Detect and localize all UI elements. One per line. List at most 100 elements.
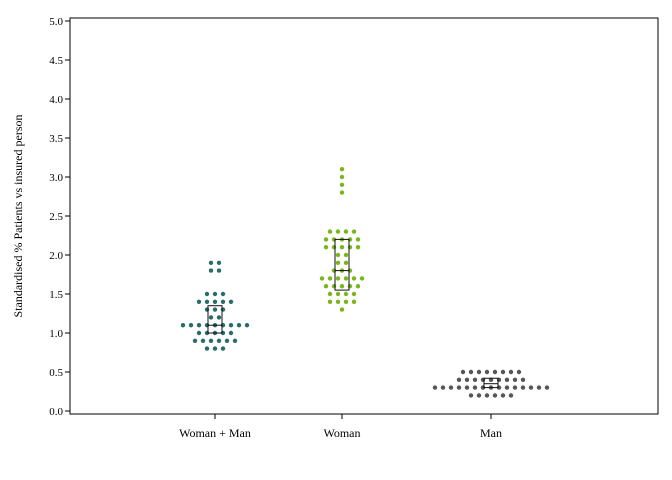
- data-point: [536, 385, 542, 390]
- data-point: [323, 284, 329, 289]
- data-point: [220, 346, 226, 351]
- data-point: [192, 338, 198, 343]
- data-point: [236, 323, 242, 328]
- data-point: [347, 284, 353, 289]
- y-tick-label: 0.0: [49, 406, 63, 418]
- data-point: [212, 346, 218, 351]
- data-point: [339, 182, 345, 187]
- data-point: [224, 338, 230, 343]
- data-point: [212, 291, 218, 297]
- data-point: [472, 377, 478, 382]
- data-point: [196, 299, 202, 304]
- data-point: [460, 369, 466, 375]
- data-point: [208, 338, 214, 343]
- data-point: [323, 245, 329, 250]
- data-point: [220, 291, 226, 297]
- data-point: [448, 385, 454, 390]
- data-point: [468, 369, 474, 375]
- data-point: [456, 385, 462, 390]
- y-tick-label: 3.5: [49, 133, 63, 145]
- y-tick-label: 5.0: [49, 16, 63, 28]
- y-tick-label: 3.0: [49, 172, 63, 184]
- data-point: [216, 260, 222, 265]
- data-point: [323, 237, 329, 242]
- data-point: [228, 299, 234, 304]
- data-point: [464, 377, 470, 382]
- data-point: [347, 245, 353, 250]
- data-point: [351, 276, 357, 281]
- y-tick-label: 2.5: [49, 211, 63, 223]
- y-tick-label: 0.5: [49, 367, 63, 379]
- data-point: [351, 291, 357, 297]
- data-point: [343, 291, 349, 297]
- data-point: [196, 323, 202, 328]
- data-point: [204, 307, 210, 312]
- data-point: [343, 299, 349, 304]
- data-point: [327, 229, 333, 234]
- data-point: [204, 299, 210, 304]
- y-tick-label: 4.5: [49, 55, 63, 67]
- data-point: [228, 323, 234, 328]
- data-point: [228, 330, 234, 336]
- data-point: [351, 299, 357, 304]
- data-point: [212, 307, 218, 312]
- x-category-label: Man: [480, 426, 502, 440]
- data-point: [343, 252, 349, 258]
- data-point: [432, 385, 438, 390]
- data-point: [512, 385, 518, 390]
- data-point: [500, 393, 506, 398]
- data-point: [335, 229, 341, 234]
- data-point: [232, 338, 238, 343]
- data-point: [208, 260, 214, 265]
- data-point: [476, 369, 482, 375]
- x-category-label: Woman + Man: [179, 426, 251, 440]
- data-point: [504, 385, 510, 390]
- box-plot: [483, 377, 499, 389]
- data-point: [208, 268, 214, 273]
- data-point: [188, 323, 194, 328]
- y-tick-label: 4.0: [49, 94, 63, 106]
- data-point: [196, 330, 202, 336]
- box-plot: [207, 305, 223, 334]
- data-point: [476, 393, 482, 398]
- data-point: [464, 385, 470, 390]
- data-point: [339, 245, 345, 250]
- data-point: [327, 291, 333, 297]
- box-plot: [334, 238, 350, 291]
- data-point: [472, 385, 478, 390]
- data-point: [492, 393, 498, 398]
- data-point: [220, 299, 226, 304]
- y-tick-label: 1.5: [49, 289, 63, 301]
- data-point: [484, 393, 490, 398]
- data-point: [339, 307, 345, 312]
- plot-frame: [69, 17, 659, 415]
- data-point: [528, 385, 534, 390]
- data-point: [512, 377, 518, 382]
- data-point: [343, 260, 349, 265]
- y-tick-label: 2.0: [49, 250, 63, 262]
- data-point: [343, 276, 349, 281]
- data-point: [204, 346, 210, 351]
- data-point: [208, 315, 214, 320]
- data-point: [520, 377, 526, 382]
- data-point: [508, 393, 514, 398]
- data-point: [343, 229, 349, 234]
- data-point: [468, 393, 474, 398]
- data-point: [220, 307, 226, 312]
- data-point: [339, 167, 345, 172]
- data-point: [335, 291, 341, 297]
- data-point: [335, 299, 341, 304]
- data-point: [327, 276, 333, 281]
- data-point: [492, 369, 498, 375]
- data-point: [351, 229, 357, 234]
- data-point: [319, 276, 325, 281]
- data-point: [331, 284, 337, 289]
- data-point: [327, 299, 333, 304]
- data-point: [331, 245, 337, 250]
- data-point: [204, 291, 210, 297]
- data-point: [484, 369, 490, 375]
- y-tick-label: 1.0: [49, 328, 63, 340]
- data-point: [520, 385, 526, 390]
- data-point: [339, 284, 345, 289]
